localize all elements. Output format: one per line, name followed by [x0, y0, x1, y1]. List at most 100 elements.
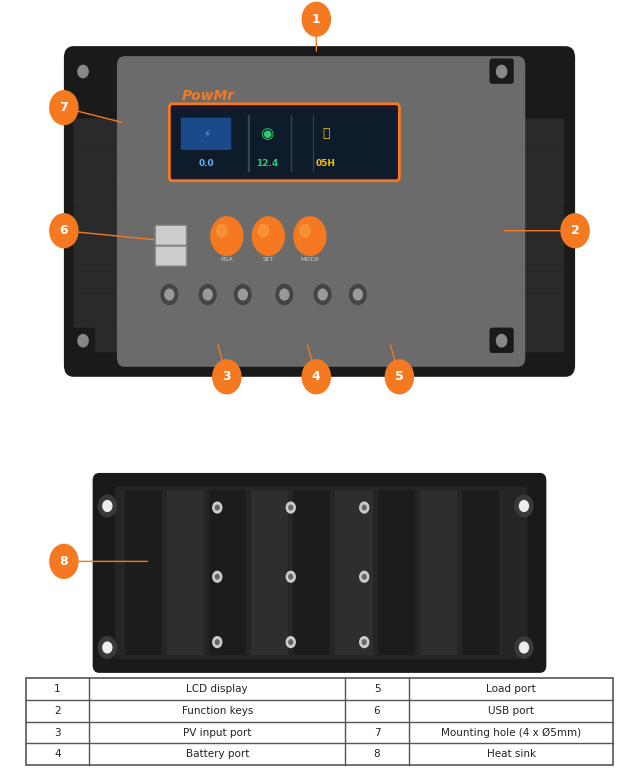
Circle shape	[50, 91, 78, 125]
FancyBboxPatch shape	[73, 177, 135, 206]
Circle shape	[314, 285, 331, 305]
Circle shape	[211, 217, 243, 255]
Text: 6: 6	[59, 225, 68, 237]
Text: ⚡: ⚡	[203, 128, 210, 139]
FancyBboxPatch shape	[169, 104, 399, 181]
Circle shape	[161, 285, 178, 305]
FancyBboxPatch shape	[503, 118, 564, 148]
Circle shape	[280, 289, 289, 300]
Circle shape	[360, 571, 369, 582]
Circle shape	[515, 495, 533, 517]
Circle shape	[78, 335, 88, 347]
Text: 4: 4	[54, 749, 61, 759]
Circle shape	[213, 360, 241, 394]
FancyBboxPatch shape	[115, 486, 527, 659]
FancyBboxPatch shape	[71, 328, 95, 353]
Text: PV input port: PV input port	[183, 727, 252, 737]
Bar	[378, 490, 415, 655]
Circle shape	[199, 285, 216, 305]
FancyBboxPatch shape	[73, 235, 135, 265]
FancyBboxPatch shape	[489, 58, 514, 84]
FancyBboxPatch shape	[489, 328, 514, 353]
Text: 1: 1	[54, 684, 61, 694]
Circle shape	[286, 571, 295, 582]
Text: 3: 3	[222, 371, 231, 383]
Bar	[209, 490, 246, 655]
FancyBboxPatch shape	[73, 118, 135, 148]
Circle shape	[294, 217, 326, 255]
Circle shape	[289, 574, 293, 579]
Circle shape	[362, 505, 366, 510]
Circle shape	[78, 65, 88, 78]
Circle shape	[302, 360, 330, 394]
Circle shape	[217, 225, 227, 237]
Text: SET: SET	[263, 258, 274, 262]
FancyBboxPatch shape	[503, 235, 564, 265]
Text: PGA: PGA	[220, 258, 233, 262]
Text: 2: 2	[54, 706, 61, 716]
Circle shape	[215, 640, 219, 644]
Bar	[462, 490, 499, 655]
Circle shape	[497, 335, 507, 347]
FancyBboxPatch shape	[181, 118, 231, 150]
Circle shape	[286, 502, 295, 513]
Circle shape	[50, 544, 78, 578]
Circle shape	[520, 642, 528, 653]
Text: 0.0: 0.0	[199, 159, 214, 168]
Text: Mounting hole (4 x Ø5mm): Mounting hole (4 x Ø5mm)	[441, 727, 581, 737]
FancyBboxPatch shape	[503, 265, 564, 294]
Circle shape	[98, 637, 116, 658]
Bar	[420, 490, 457, 655]
FancyBboxPatch shape	[117, 56, 525, 367]
Circle shape	[385, 360, 413, 394]
Circle shape	[302, 2, 330, 36]
FancyBboxPatch shape	[503, 177, 564, 206]
FancyBboxPatch shape	[503, 148, 564, 177]
Circle shape	[203, 289, 212, 300]
FancyBboxPatch shape	[73, 294, 135, 323]
Circle shape	[165, 289, 174, 300]
Circle shape	[103, 501, 112, 511]
Text: MODE: MODE	[300, 258, 320, 262]
Text: 6: 6	[374, 706, 380, 716]
Circle shape	[353, 289, 362, 300]
Bar	[293, 490, 330, 655]
Text: PowMr: PowMr	[182, 89, 235, 103]
Circle shape	[213, 502, 222, 513]
Text: 7: 7	[374, 727, 380, 737]
Text: 8: 8	[374, 749, 380, 759]
Text: 7: 7	[59, 102, 68, 114]
Text: LCD display: LCD display	[187, 684, 248, 694]
Circle shape	[350, 285, 366, 305]
FancyBboxPatch shape	[73, 323, 135, 352]
Circle shape	[520, 501, 528, 511]
Text: 4: 4	[312, 371, 321, 383]
FancyBboxPatch shape	[155, 246, 187, 266]
Bar	[167, 490, 204, 655]
Bar	[251, 490, 288, 655]
Bar	[335, 490, 373, 655]
Circle shape	[215, 574, 219, 579]
Circle shape	[360, 637, 369, 647]
Circle shape	[213, 571, 222, 582]
FancyBboxPatch shape	[71, 58, 95, 84]
Circle shape	[276, 285, 293, 305]
Circle shape	[515, 637, 533, 658]
Text: 05H: 05H	[316, 159, 336, 168]
Circle shape	[238, 289, 247, 300]
Circle shape	[497, 65, 507, 78]
Circle shape	[300, 225, 310, 237]
Text: 3: 3	[54, 727, 61, 737]
Text: 12.4: 12.4	[256, 159, 278, 168]
Text: Function keys: Function keys	[181, 706, 253, 716]
Circle shape	[103, 642, 112, 653]
Text: Load port: Load port	[486, 684, 536, 694]
Text: 💡: 💡	[322, 128, 330, 140]
FancyBboxPatch shape	[93, 473, 546, 673]
Text: Heat sink: Heat sink	[487, 749, 535, 759]
Circle shape	[360, 502, 369, 513]
FancyBboxPatch shape	[64, 46, 575, 377]
Circle shape	[362, 640, 366, 644]
FancyBboxPatch shape	[503, 294, 564, 323]
Text: 5: 5	[374, 684, 380, 694]
